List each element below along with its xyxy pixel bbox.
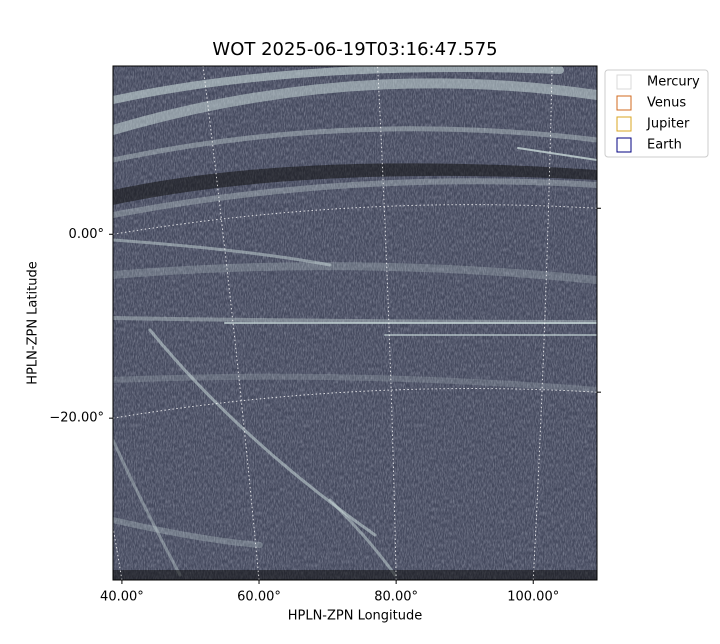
legend: Mercury Venus Jupiter Earth bbox=[604, 69, 709, 158]
y-axis-label: HPLN-ZPN Latitude bbox=[26, 261, 41, 384]
grid bbox=[113, 66, 597, 580]
legend-swatch bbox=[616, 74, 632, 90]
legend-label: Venus bbox=[647, 96, 686, 111]
legend-label: Jupiter bbox=[646, 117, 690, 132]
grid-line bbox=[377, 66, 397, 580]
y-tick-label: −20.00° bbox=[49, 411, 104, 426]
grid-line bbox=[532, 66, 553, 580]
plot-frame bbox=[112, 65, 598, 581]
chart-title: WOT 2025-06-19T03:16:47.575 bbox=[212, 39, 497, 60]
x-axis-label: HPLN-ZPN Longitude bbox=[288, 609, 423, 624]
legend-swatch bbox=[616, 137, 632, 153]
legend-label: Mercury bbox=[647, 75, 700, 90]
legend-swatch bbox=[616, 95, 632, 111]
x-tick-label: 100.00° bbox=[507, 590, 559, 605]
legend-label: Earth bbox=[647, 138, 682, 153]
legend-swatch bbox=[616, 116, 632, 132]
image bbox=[113, 66, 597, 580]
x-tick-label: 60.00° bbox=[237, 590, 281, 605]
x-tick-label: 80.00° bbox=[374, 590, 418, 605]
x-tick-label: 40.00° bbox=[100, 590, 144, 605]
grid-line bbox=[113, 523, 123, 580]
y-tick-label: 0.00° bbox=[69, 227, 104, 242]
legend-frame bbox=[604, 69, 709, 158]
